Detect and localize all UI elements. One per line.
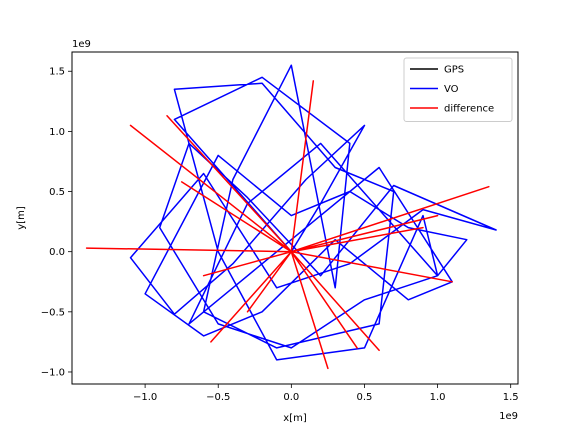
y-tick-label: 0.0 bbox=[49, 247, 65, 258]
x-tick-label: −1.0 bbox=[133, 392, 157, 403]
x-axis-label: x[m] bbox=[283, 413, 307, 424]
series-line-difference bbox=[85, 80, 490, 370]
y-tick-label: 1.0 bbox=[49, 127, 65, 138]
x-tick-label: −0.5 bbox=[206, 392, 230, 403]
y-tick-label: −1.0 bbox=[41, 367, 65, 378]
series-line-vo bbox=[129, 64, 497, 361]
y-axis-offset-text: 1e9 bbox=[72, 39, 91, 50]
plot-frame bbox=[71, 51, 519, 385]
x-axis-offset-text: 1e9 bbox=[499, 411, 518, 422]
x-axis-ticks: −1.0 −0.5 0.0 0.5 1.0 1.5 bbox=[133, 384, 519, 403]
legend-label-vo: VO bbox=[444, 84, 459, 95]
y-tick-label: −0.5 bbox=[41, 307, 65, 318]
x-tick-label: 0.5 bbox=[357, 392, 373, 403]
y-tick-label: 0.5 bbox=[49, 187, 65, 198]
legend-label-gps: GPS bbox=[444, 65, 464, 76]
x-tick-label: 0.0 bbox=[283, 392, 299, 403]
x-tick-label: 1.5 bbox=[503, 392, 519, 403]
y-tick-label: 1.5 bbox=[49, 67, 65, 78]
y-axis-ticks: −1.0 −0.5 0.0 0.5 1.0 1.5 bbox=[41, 67, 72, 378]
series-layer bbox=[85, 64, 497, 370]
x-tick-label: 1.0 bbox=[430, 392, 446, 403]
legend-box bbox=[403, 57, 513, 122]
legend: GPS VO difference bbox=[403, 57, 513, 122]
legend-label-difference: difference bbox=[444, 104, 494, 115]
y-axis-label: y[m] bbox=[16, 206, 27, 230]
